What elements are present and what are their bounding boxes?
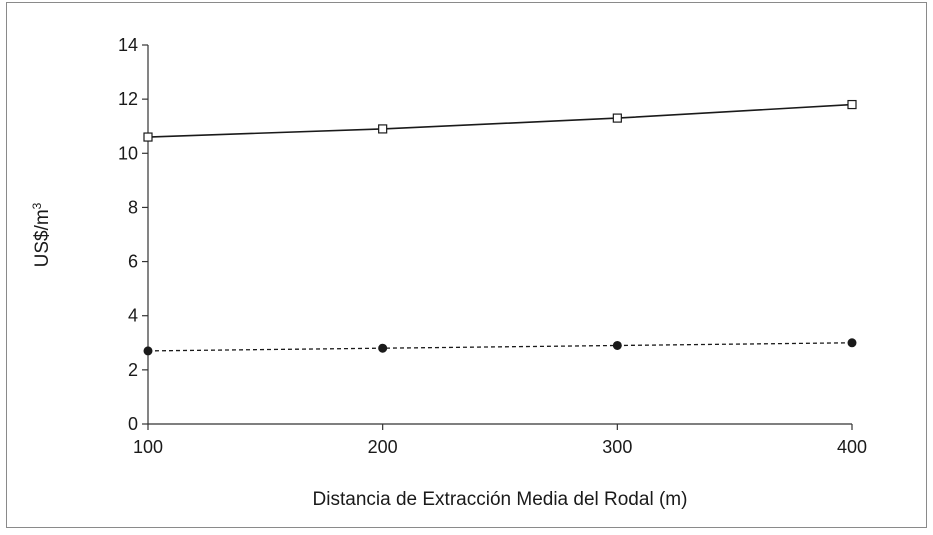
y-tick-label: 2 <box>128 360 138 380</box>
series-1-line <box>147 103 853 138</box>
y-tick-label: 6 <box>128 252 138 272</box>
x-axis-title: Distancia de Extracción Media del Rodal … <box>313 489 688 510</box>
x-tick-label: 100 <box>133 437 163 457</box>
y-tick-label: 4 <box>128 306 138 326</box>
series-layer <box>143 99 857 356</box>
chart-frame <box>6 2 927 528</box>
y-tick-label: 14 <box>118 35 138 55</box>
y-tick-label: 12 <box>118 89 138 109</box>
y-axis-title-superscript: 3 <box>30 202 44 209</box>
series-2 <box>143 338 857 356</box>
series-2-point <box>378 343 388 353</box>
x-tick-label: 400 <box>837 437 867 457</box>
y-tick-label: 10 <box>118 143 138 163</box>
y-tick-label: 8 <box>128 197 138 217</box>
y-axis-title-text: US$/m <box>32 209 53 267</box>
series-2-point <box>612 340 622 350</box>
series-1-point <box>143 132 153 142</box>
series-2-line <box>147 342 853 352</box>
x-tick-label: 200 <box>368 437 398 457</box>
series-1-point <box>378 124 388 134</box>
x-tick-label: 300 <box>602 437 632 457</box>
y-tick-label: 0 <box>128 414 138 434</box>
series-1 <box>143 99 857 142</box>
axes <box>147 45 852 425</box>
series-2-point <box>143 346 153 356</box>
series-1-point <box>847 99 857 110</box>
ticks: 0 2 4 6 8 10 12 14 100 200 300 400 <box>118 35 867 457</box>
series-1-point <box>612 113 622 123</box>
y-axis-title: US$/m3 <box>30 202 53 267</box>
series-2-point <box>847 338 857 348</box>
